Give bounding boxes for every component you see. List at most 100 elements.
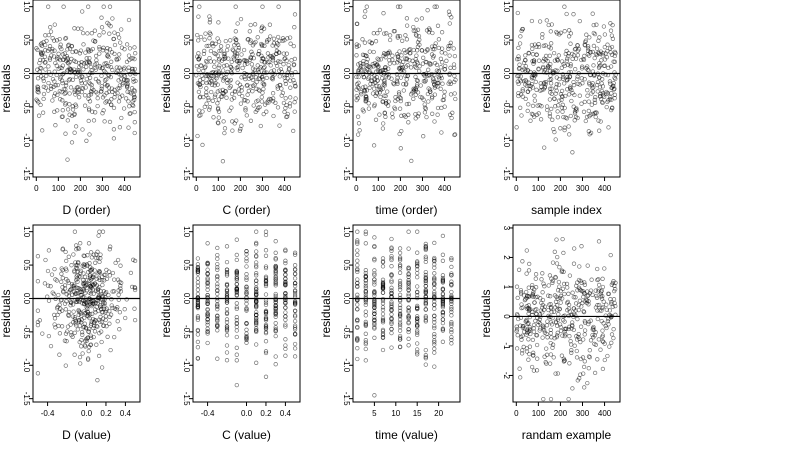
data-point [611, 297, 617, 302]
data-point [215, 267, 220, 272]
data-point [582, 385, 587, 390]
y-axis-label: residuals [0, 289, 13, 337]
data-point [222, 130, 227, 136]
data-point [221, 63, 227, 69]
data-point [389, 279, 394, 285]
data-point [206, 95, 211, 101]
data-point [582, 332, 587, 337]
data-point [553, 299, 559, 304]
data-point [363, 84, 368, 89]
data-point [57, 331, 63, 336]
data-point [590, 49, 595, 55]
data-point [86, 241, 92, 246]
data-point [578, 288, 583, 293]
data-point [68, 303, 73, 308]
data-point [207, 17, 213, 22]
data-point [133, 51, 138, 56]
data-point [80, 351, 85, 356]
data-point [246, 88, 251, 94]
data-point [47, 46, 52, 52]
data-point [56, 66, 61, 72]
data-point [205, 320, 210, 325]
data-point [126, 17, 132, 23]
data-point [110, 305, 115, 311]
data-point [203, 31, 208, 36]
data-point [49, 272, 55, 277]
data-point [395, 4, 401, 9]
data-point [276, 59, 281, 64]
data-point [70, 283, 75, 289]
data-point [128, 270, 134, 276]
data-point [262, 60, 268, 65]
data-point [53, 60, 58, 66]
data-point [95, 378, 100, 383]
x-axis-label: randam example [522, 428, 612, 442]
data-point [117, 310, 123, 315]
data-point [574, 348, 579, 354]
data-point [273, 239, 278, 244]
data-point [561, 250, 566, 256]
data-point [85, 253, 90, 258]
data-point [69, 56, 74, 62]
data-point [244, 113, 249, 118]
data-point [449, 273, 454, 278]
data-point [106, 64, 111, 69]
data-point [80, 86, 86, 91]
data-point [254, 289, 259, 295]
data-point [423, 269, 428, 275]
data-point [42, 281, 48, 286]
data-point [553, 371, 558, 376]
data-point [101, 299, 106, 304]
data-point [389, 330, 394, 336]
data-point [212, 64, 217, 69]
data-point [602, 44, 607, 50]
data-point [234, 321, 239, 327]
data-point [49, 53, 54, 58]
data-point [585, 380, 590, 386]
data-point [46, 64, 51, 69]
data-point [239, 88, 244, 93]
data-point [516, 316, 521, 322]
data-point [389, 264, 394, 269]
data-point [586, 68, 591, 73]
data-point [552, 249, 557, 254]
data-point [53, 91, 58, 96]
data-point [84, 56, 89, 61]
y-axis-label: residuals [479, 64, 493, 112]
data-point [86, 348, 91, 354]
data-point [405, 63, 410, 68]
data-point [572, 246, 577, 251]
data-point [259, 29, 264, 34]
data-point [372, 271, 377, 276]
data-point [195, 345, 201, 350]
data-point [596, 239, 602, 244]
data-point [542, 284, 547, 289]
data-point [526, 303, 531, 308]
data-point [514, 284, 520, 289]
data-point [215, 252, 220, 258]
data-point [86, 118, 91, 124]
data-point [224, 295, 230, 300]
data-point [526, 285, 531, 290]
data-point [562, 291, 567, 297]
data-point [205, 261, 210, 266]
data-point [527, 326, 532, 332]
data-point [91, 38, 96, 43]
data-point [389, 272, 394, 277]
data-point [547, 361, 553, 366]
data-point [526, 268, 532, 273]
data-point [224, 317, 230, 322]
data-point [117, 125, 123, 130]
data-point [363, 323, 368, 328]
data-point [78, 268, 83, 273]
data-point [57, 352, 62, 357]
data-point [591, 85, 596, 90]
data-point [234, 328, 239, 333]
data-point [533, 295, 538, 300]
data-point [397, 287, 403, 292]
data-point [432, 255, 437, 261]
data-point [260, 4, 265, 9]
data-point [355, 239, 360, 245]
data-point [93, 260, 98, 265]
data-point [447, 53, 452, 58]
